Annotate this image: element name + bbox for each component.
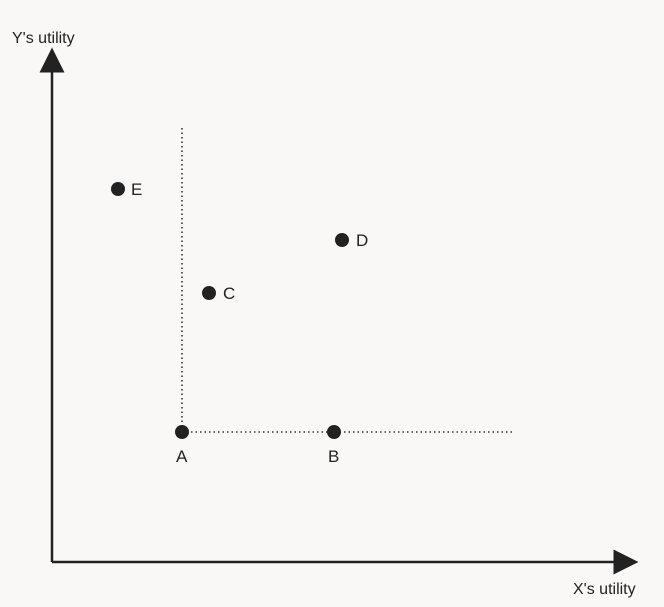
point-e-label: E	[131, 180, 143, 199]
x-axis-label: X's utility	[573, 581, 636, 598]
point-e	[111, 182, 125, 196]
point-d	[335, 233, 349, 247]
point-a	[175, 425, 189, 439]
point-c	[202, 286, 216, 300]
point-d-label: D	[356, 231, 369, 250]
y-axis-label: Y's utility	[12, 30, 75, 47]
point-b-label: B	[328, 447, 340, 466]
point-a-label: A	[176, 447, 188, 466]
point-c-label: C	[223, 284, 236, 303]
point-b	[327, 425, 341, 439]
